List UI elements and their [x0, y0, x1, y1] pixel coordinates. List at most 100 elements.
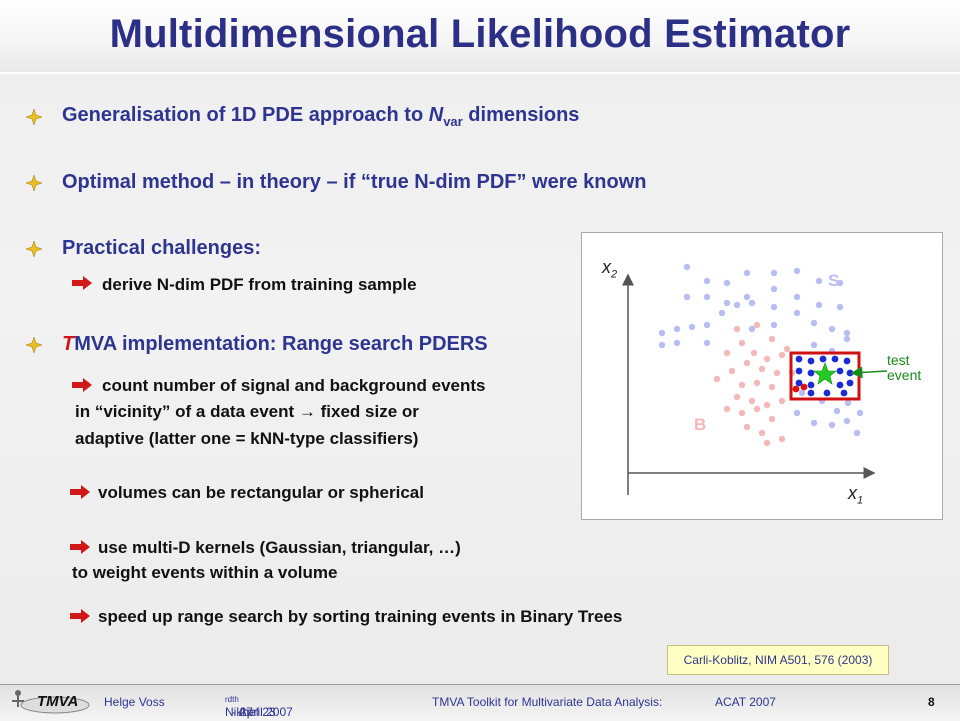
background-training-point	[763, 355, 771, 363]
background-training-point	[753, 321, 761, 329]
bullet-text-end: dimensions	[462, 104, 580, 126]
background-training-point	[743, 359, 751, 367]
signal-training-point	[815, 277, 823, 285]
bullet-text: MVA implementation: Range search PDERS	[74, 333, 488, 355]
test-event-label: test event	[887, 352, 922, 383]
footer-conference: ACAT 2007	[715, 695, 776, 709]
x-axis-label: x1	[848, 483, 864, 507]
background-training-point	[778, 397, 786, 405]
signal-training-point	[836, 279, 844, 287]
signal-training-point	[683, 263, 691, 271]
test-event-arrow	[850, 366, 888, 379]
background-event-in-volume	[792, 385, 800, 393]
slide-title: Multidimensional Likelihood Estimator	[109, 12, 851, 56]
arrow-bullet-icon	[70, 485, 90, 499]
tmva-t-letter: T	[62, 333, 75, 355]
bullet-star-icon	[26, 337, 42, 353]
signal-training-point	[815, 301, 823, 309]
background-training-point	[750, 349, 758, 357]
signal-training-point	[748, 325, 756, 333]
signal-event-in-volume	[795, 355, 803, 363]
signal-training-point	[810, 319, 818, 327]
signal-training-point	[836, 303, 844, 311]
background-training-point	[763, 439, 771, 447]
sub-kernels-l1: use multi-D kernels (Gaussian, triangula…	[98, 538, 461, 557]
sub-binary-trees: speed up range search by sorting trainin…	[98, 607, 623, 626]
background-training-point	[748, 397, 756, 405]
background-training-point	[783, 345, 791, 353]
signal-training-point	[770, 303, 778, 311]
sub-derive-pdf: derive N-dim PDF from training sample	[102, 275, 417, 294]
signal-training-point	[843, 329, 851, 337]
signal-training-point	[703, 293, 711, 301]
test-event-star-icon	[813, 362, 837, 385]
range-search-figure: x2 x1 S B test event	[581, 232, 943, 520]
footer-author: Helge Voss	[104, 695, 165, 709]
background-training-point	[738, 409, 746, 417]
signal-label: S	[828, 271, 840, 290]
bullet-text: Generalisation of 1D PDE approach to	[62, 104, 429, 126]
sub-volumes: volumes can be rectangular or spherical	[98, 483, 424, 502]
bullet-star-icon	[26, 175, 42, 191]
bullet-var-n: N	[428, 104, 444, 126]
tmva-logo-icon	[12, 690, 90, 714]
background-training-point	[778, 435, 786, 443]
signal-event-in-volume	[823, 389, 831, 397]
background-training-point	[758, 365, 766, 373]
signal-training-point	[748, 299, 756, 307]
signal-event-in-volume	[795, 379, 803, 387]
figure-svg	[622, 263, 888, 495]
signal-training-point	[770, 285, 778, 293]
signal-training-point	[843, 335, 851, 343]
signal-training-point	[770, 321, 778, 329]
background-training-point	[733, 393, 741, 401]
background-training-point	[733, 325, 741, 333]
arrow-bullet-icon	[70, 540, 90, 554]
bullet-star-icon	[26, 241, 42, 257]
background-training-point	[713, 375, 721, 383]
bullet-practical-challenges: Practical challenges:	[62, 237, 261, 259]
bullet-star-icon	[26, 109, 42, 125]
background-training-point	[773, 369, 781, 377]
signal-training-point	[743, 269, 751, 277]
signal-training-point	[793, 309, 801, 317]
signal-training-point	[723, 279, 731, 287]
signal-event-in-volume	[795, 367, 803, 375]
tmva-logo-text: TMVA	[37, 693, 79, 710]
signal-training-point	[688, 323, 696, 331]
title-band	[0, 0, 960, 74]
signal-event-in-volume	[843, 357, 851, 365]
signal-training-point	[856, 409, 864, 417]
background-training-point	[768, 383, 776, 391]
signal-training-point	[703, 321, 711, 329]
signal-training-point	[683, 293, 691, 301]
signal-training-point	[658, 329, 666, 337]
signal-training-point	[843, 417, 851, 425]
background-training-point	[728, 367, 736, 375]
signal-training-point	[673, 339, 681, 347]
background-training-point	[723, 405, 731, 413]
signal-training-point	[828, 421, 836, 429]
signal-training-point	[810, 419, 818, 427]
background-training-point	[778, 351, 786, 359]
signal-event-in-volume	[836, 367, 844, 375]
background-training-point	[758, 429, 766, 437]
signal-training-point	[673, 325, 681, 333]
signal-training-point	[853, 429, 861, 437]
signal-event-in-volume	[836, 381, 844, 389]
signal-training-point	[810, 341, 818, 349]
background-event-in-volume	[800, 383, 808, 391]
signal-training-point	[828, 325, 836, 333]
signal-event-in-volume	[840, 389, 848, 397]
sub-count-events-l2: in “vicinity” of a data event → fixed si…	[75, 402, 419, 421]
arrow-bullet-icon	[72, 378, 92, 392]
signal-training-point	[798, 389, 806, 397]
signal-training-point	[793, 267, 801, 275]
signal-training-point	[833, 407, 841, 415]
background-training-point	[768, 335, 776, 343]
signal-training-point	[703, 277, 711, 285]
arrow-bullet-icon	[72, 276, 92, 290]
background-label: B	[694, 415, 707, 434]
sub-count-events-l1: count number of signal and background ev…	[102, 376, 486, 395]
